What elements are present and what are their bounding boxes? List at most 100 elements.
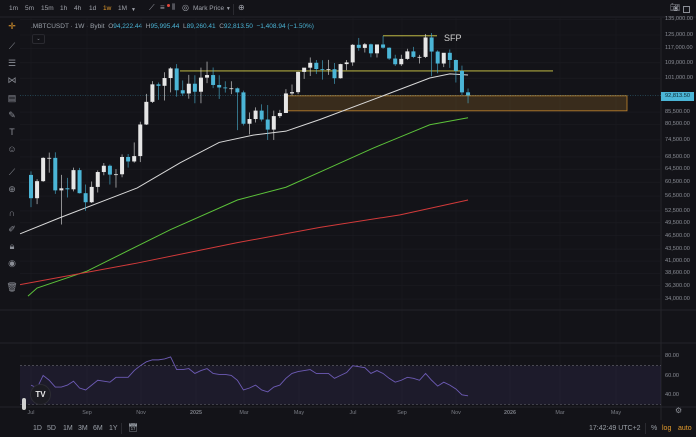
percent-toggle[interactable]: % bbox=[651, 425, 658, 432]
range-1d[interactable]: 1D bbox=[33, 425, 42, 432]
candle-down bbox=[83, 193, 88, 203]
price-axis-label: 36,300.00 bbox=[665, 282, 690, 289]
interval-1d[interactable]: 1d bbox=[89, 5, 97, 12]
candle-down bbox=[429, 37, 434, 52]
candle-up bbox=[59, 188, 64, 191]
trash-icon[interactable]: 🗑︎ bbox=[6, 282, 18, 292]
auto-toggle[interactable]: auto bbox=[678, 425, 692, 432]
pane-resize-handle[interactable] bbox=[22, 398, 26, 410]
price-axis-label: 56,500.00 bbox=[665, 193, 690, 200]
toolbar-divider bbox=[233, 4, 234, 15]
add-icon[interactable]: ⊕ bbox=[238, 3, 245, 12]
price-axis-label: 46,500.00 bbox=[665, 232, 690, 239]
rsi-line bbox=[30, 356, 469, 397]
candle-up bbox=[89, 186, 94, 203]
compare-icon[interactable]: ⫼ bbox=[172, 4, 176, 11]
calendar-goto-icon[interactable]: 📅︎ bbox=[128, 423, 139, 432]
eye-icon[interactable]: ◉ bbox=[8, 258, 16, 268]
candle-down bbox=[211, 75, 216, 85]
fib-icon[interactable]: ☰ bbox=[7, 58, 17, 68]
candle-down bbox=[259, 110, 264, 120]
time-label: Nov bbox=[136, 410, 146, 416]
brush-icon[interactable]: ✎ bbox=[8, 110, 16, 120]
range-1m[interactable]: 1M bbox=[63, 425, 73, 432]
interval-5m[interactable]: 5m bbox=[25, 5, 35, 12]
interval-1h[interactable]: 1h bbox=[60, 5, 68, 12]
high-value: 95,995.44 bbox=[150, 23, 180, 30]
low-label: L bbox=[183, 23, 187, 30]
crosshair-icon[interactable]: ✛ bbox=[8, 21, 16, 31]
price-source-label: Mark Price bbox=[193, 5, 225, 12]
range-1y[interactable]: 1Y bbox=[109, 425, 118, 432]
interval-1w[interactable]: 1w bbox=[103, 5, 112, 12]
candle-up bbox=[138, 124, 143, 157]
candle-down bbox=[107, 165, 112, 175]
candle-down bbox=[387, 47, 392, 59]
candle-down bbox=[241, 92, 246, 124]
range-3m[interactable]: 3M bbox=[78, 425, 88, 432]
symbol-name[interactable]: .MBTCUSDT · 1W · Bybit bbox=[31, 23, 105, 30]
emoji-icon[interactable]: ☺ bbox=[7, 144, 17, 154]
tradingview-logo[interactable]: TV bbox=[30, 384, 51, 405]
text-icon[interactable]: T bbox=[9, 127, 15, 137]
ruler-icon[interactable]: ⟋ bbox=[8, 167, 16, 177]
pattern-icon[interactable]: ⋈ bbox=[7, 75, 17, 85]
candle-up bbox=[229, 88, 234, 90]
settings-gear-icon[interactable]: ⚙ bbox=[675, 406, 683, 415]
range-5d[interactable]: 5D bbox=[47, 425, 56, 432]
sfp-annotation[interactable]: SFP bbox=[444, 33, 462, 43]
candle-down bbox=[53, 157, 58, 191]
candle-down bbox=[459, 70, 464, 93]
clock[interactable]: 17:42:49 UTC+2 bbox=[589, 425, 641, 432]
support-zone bbox=[284, 95, 628, 112]
trendline-icon[interactable]: ⟋ bbox=[8, 41, 16, 51]
candle-up bbox=[283, 93, 288, 113]
log-toggle[interactable]: log bbox=[662, 425, 672, 432]
price-axis-label: 74,500.00 bbox=[665, 136, 690, 143]
replay-icon[interactable]: ◎ bbox=[182, 3, 189, 12]
candle-up bbox=[144, 101, 149, 125]
symbol-legend: .MBTCUSDT · 1W · Bybit O94,222.44 H95,99… bbox=[31, 23, 314, 30]
time-label: Sep bbox=[82, 410, 92, 416]
price-source-select[interactable]: Mark Price ▼ bbox=[193, 5, 231, 12]
candle-down bbox=[217, 84, 222, 88]
low-value: 89,260.41 bbox=[186, 23, 216, 30]
candle-up bbox=[308, 62, 313, 68]
candle-down bbox=[126, 156, 131, 162]
position-icon[interactable]: ▤ bbox=[7, 93, 17, 103]
intervals-dropdown-icon[interactable]: ▼ bbox=[131, 7, 136, 13]
candle-down bbox=[174, 68, 179, 91]
candle-down bbox=[466, 92, 471, 96]
divider bbox=[121, 423, 122, 434]
candle-up bbox=[277, 112, 282, 117]
interval-1M[interactable]: 1M bbox=[118, 5, 128, 12]
interval-1m[interactable]: 1m bbox=[9, 5, 19, 12]
price-axis-label: 49,500.00 bbox=[665, 219, 690, 226]
indicators-icon[interactable]: ⟋ bbox=[149, 3, 155, 12]
interval-4h[interactable]: 4h bbox=[74, 5, 82, 12]
candle-up bbox=[150, 84, 155, 102]
collapse-legend-button[interactable]: ⌄ bbox=[32, 34, 45, 44]
candle-up bbox=[47, 157, 52, 159]
camera-icon[interactable]: 📷︎ bbox=[670, 3, 681, 12]
candle-up bbox=[35, 181, 40, 199]
price-axis-label: 85,500.00 bbox=[665, 109, 690, 116]
zoom-in-icon[interactable]: ⊕ bbox=[8, 184, 16, 194]
moving-average-white bbox=[19, 73, 469, 235]
candle-down bbox=[180, 90, 185, 94]
divider bbox=[645, 423, 646, 434]
lock-icon[interactable]: 🔒︎ bbox=[9, 241, 15, 251]
candle-up bbox=[41, 157, 46, 182]
magnet-icon[interactable]: ∩ bbox=[8, 208, 16, 218]
current-price-label: 92,813.50 bbox=[661, 92, 694, 101]
stay-drawing-icon[interactable]: ✐ bbox=[8, 224, 16, 234]
candle-up bbox=[186, 83, 191, 94]
price-axis-label: 52,500.00 bbox=[665, 207, 690, 214]
range-6m[interactable]: 6M bbox=[93, 425, 103, 432]
alert-icon[interactable]: ≡ bbox=[160, 3, 165, 12]
interval-15m[interactable]: 15m bbox=[41, 5, 54, 12]
fullscreen-icon[interactable] bbox=[683, 6, 690, 13]
candle-up bbox=[374, 44, 379, 54]
candle-up bbox=[271, 116, 276, 130]
